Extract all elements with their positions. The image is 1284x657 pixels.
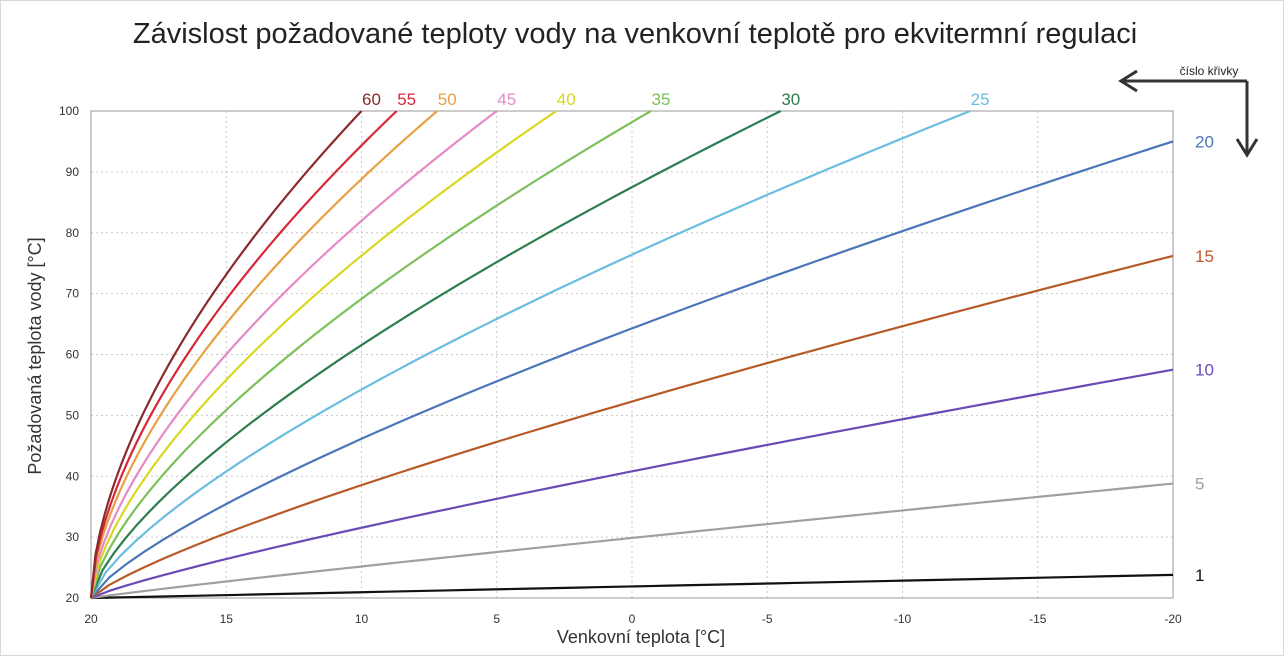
grid-layer	[91, 111, 1173, 598]
curve-label-50: 50	[438, 90, 457, 109]
x-tick-label: 20	[84, 612, 98, 626]
x-tick-label: 0	[629, 612, 636, 626]
series-line-45	[89, 110, 498, 599]
x-tick-label: -20	[1164, 612, 1182, 626]
curve-label-20: 20	[1195, 132, 1214, 151]
curve-label-35: 35	[651, 90, 670, 109]
series-line-10	[90, 368, 1174, 600]
y-tick-label: 50	[66, 408, 80, 422]
y-tick-label: 90	[66, 165, 80, 179]
series-line-40	[89, 110, 557, 599]
x-axis-ticks: 20 15 10 5 0 -5 -10 -15 -20	[84, 612, 1182, 626]
y-axis-title: Požadovaná teplota vody [°C]	[25, 237, 45, 474]
y-axis-ticks: 20 30 40 50 60 70 80 90 100	[59, 104, 79, 605]
series-layer	[89, 109, 1174, 600]
series-line-60	[89, 110, 363, 599]
y-tick-label: 40	[66, 469, 80, 483]
series-line-50	[89, 110, 438, 599]
chart-title: Závislost požadované teploty vody na ven…	[133, 18, 1137, 50]
y-tick-label: 20	[66, 591, 80, 605]
series-line-35	[89, 110, 652, 599]
arrow-left-icon	[1118, 69, 1247, 93]
curve-label-15: 15	[1195, 247, 1214, 266]
series-line-30	[89, 110, 782, 599]
x-tick-label: -15	[1029, 612, 1047, 626]
curve-label-55: 55	[397, 90, 416, 109]
legend-caption: číslo křivky	[1180, 64, 1239, 78]
series-line-5	[90, 482, 1174, 600]
series-line-1	[90, 573, 1174, 600]
x-tick-label: 15	[220, 612, 234, 626]
y-tick-label: 60	[66, 348, 80, 362]
series-line-20	[90, 140, 1174, 599]
curve-label-60: 60	[362, 90, 381, 109]
x-tick-label: 5	[493, 612, 500, 626]
series-line-25	[90, 109, 971, 599]
curve-label-1: 1	[1195, 566, 1204, 585]
series-line-15	[90, 254, 1174, 599]
curve-label-40: 40	[557, 90, 576, 109]
x-axis-title: Venkovní teplota [°C]	[557, 627, 725, 647]
curve-label-30: 30	[781, 90, 800, 109]
x-tick-label: -5	[762, 612, 773, 626]
y-tick-label: 100	[59, 104, 79, 118]
curve-label-25: 25	[971, 90, 990, 109]
x-tick-label: -10	[894, 612, 912, 626]
curve-label-10: 10	[1195, 361, 1214, 380]
y-tick-label: 80	[66, 226, 80, 240]
arrow-down-icon	[1235, 81, 1259, 158]
series-line-55	[89, 110, 398, 599]
x-tick-label: 10	[355, 612, 369, 626]
curve-label-5: 5	[1195, 475, 1204, 494]
y-tick-label: 30	[66, 530, 80, 544]
plot-area	[90, 110, 1174, 599]
y-tick-label: 70	[66, 287, 80, 301]
curve-label-45: 45	[497, 90, 516, 109]
